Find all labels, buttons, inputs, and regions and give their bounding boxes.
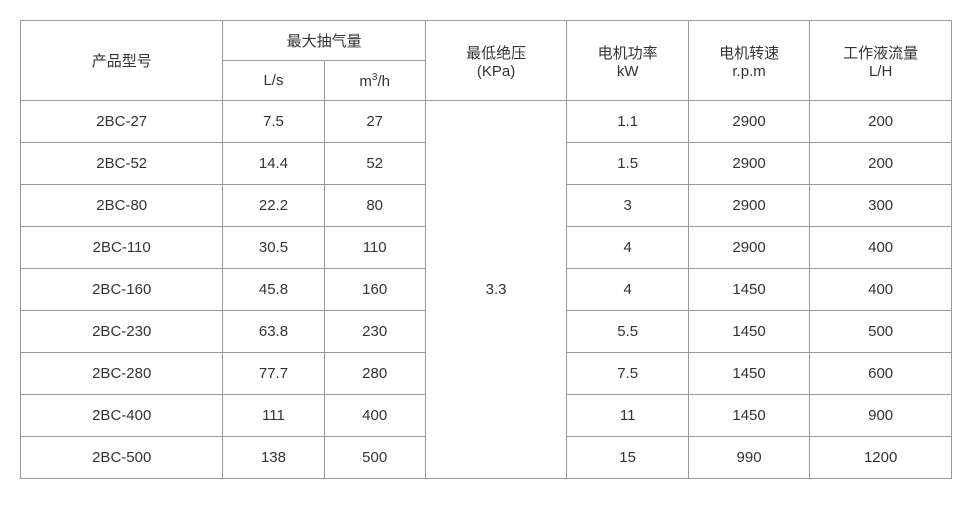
cell-speed: 1450 — [688, 269, 809, 311]
cell-flow: 500 — [810, 311, 952, 353]
header-speed: 电机转速 r.p.m — [688, 21, 809, 101]
header-speed-line1: 电机转速 — [719, 45, 779, 62]
cell-ls: 138 — [223, 437, 324, 479]
spec-table: 产品型号 最大抽气量 最低绝压 (KPa) 电机功率 kW 电机转速 r.p.m… — [20, 20, 952, 479]
cell-flow: 200 — [810, 143, 952, 185]
cell-ls: 63.8 — [223, 311, 324, 353]
header-power-line2: kW — [617, 63, 639, 80]
cell-m3h: 80 — [324, 185, 425, 227]
cell-m3h: 400 — [324, 395, 425, 437]
cell-power: 15 — [567, 437, 688, 479]
cell-speed: 990 — [688, 437, 809, 479]
cell-flow: 200 — [810, 101, 952, 143]
table-row: 2BC-277.5273.31.12900200 — [21, 101, 952, 143]
cell-flow: 1200 — [810, 437, 952, 479]
cell-m3h: 52 — [324, 143, 425, 185]
header-power-line1: 电机功率 — [598, 45, 658, 62]
cell-power: 3 — [567, 185, 688, 227]
cell-m3h: 160 — [324, 269, 425, 311]
cell-power: 7.5 — [567, 353, 688, 395]
header-flow-line1: 工作液流量 — [843, 45, 918, 62]
cell-model: 2BC-27 — [21, 101, 223, 143]
header-flow: 工作液流量 L/H — [810, 21, 952, 101]
cell-m3h: 280 — [324, 353, 425, 395]
cell-speed: 1450 — [688, 395, 809, 437]
table-body: 2BC-277.5273.31.129002002BC-5214.4521.52… — [21, 101, 952, 479]
cell-power: 5.5 — [567, 311, 688, 353]
cell-speed: 2900 — [688, 227, 809, 269]
cell-speed: 2900 — [688, 143, 809, 185]
cell-ls: 7.5 — [223, 101, 324, 143]
header-speed-line2: r.p.m — [732, 63, 765, 80]
header-m3h-post: /h — [377, 73, 390, 90]
cell-power: 1.5 — [567, 143, 688, 185]
header-min-pressure-line1: 最低绝压 — [466, 45, 526, 62]
cell-model: 2BC-110 — [21, 227, 223, 269]
cell-min-pressure: 3.3 — [425, 101, 567, 479]
cell-m3h: 110 — [324, 227, 425, 269]
cell-m3h: 230 — [324, 311, 425, 353]
header-m3h: m3/h — [324, 61, 425, 101]
cell-power: 11 — [567, 395, 688, 437]
cell-flow: 300 — [810, 185, 952, 227]
cell-ls: 45.8 — [223, 269, 324, 311]
cell-power: 1.1 — [567, 101, 688, 143]
header-min-pressure-line2: (KPa) — [477, 63, 515, 80]
cell-model: 2BC-500 — [21, 437, 223, 479]
cell-ls: 77.7 — [223, 353, 324, 395]
cell-model: 2BC-280 — [21, 353, 223, 395]
cell-ls: 22.2 — [223, 185, 324, 227]
header-max-pumping: 最大抽气量 — [223, 21, 425, 61]
cell-speed: 2900 — [688, 185, 809, 227]
cell-flow: 400 — [810, 269, 952, 311]
cell-ls: 111 — [223, 395, 324, 437]
cell-model: 2BC-400 — [21, 395, 223, 437]
cell-flow: 400 — [810, 227, 952, 269]
header-flow-line2: L/H — [869, 63, 892, 80]
cell-model: 2BC-230 — [21, 311, 223, 353]
cell-power: 4 — [567, 269, 688, 311]
header-power: 电机功率 kW — [567, 21, 688, 101]
cell-model: 2BC-52 — [21, 143, 223, 185]
header-model: 产品型号 — [21, 21, 223, 101]
cell-speed: 2900 — [688, 101, 809, 143]
cell-flow: 600 — [810, 353, 952, 395]
cell-flow: 900 — [810, 395, 952, 437]
header-m3h-pre: m — [359, 73, 372, 90]
header-ls: L/s — [223, 61, 324, 101]
cell-m3h: 500 — [324, 437, 425, 479]
cell-m3h: 27 — [324, 101, 425, 143]
cell-model: 2BC-160 — [21, 269, 223, 311]
cell-speed: 1450 — [688, 311, 809, 353]
cell-ls: 14.4 — [223, 143, 324, 185]
cell-speed: 1450 — [688, 353, 809, 395]
cell-power: 4 — [567, 227, 688, 269]
header-min-pressure: 最低绝压 (KPa) — [425, 21, 567, 101]
cell-ls: 30.5 — [223, 227, 324, 269]
cell-model: 2BC-80 — [21, 185, 223, 227]
table-header: 产品型号 最大抽气量 最低绝压 (KPa) 电机功率 kW 电机转速 r.p.m… — [21, 21, 952, 101]
